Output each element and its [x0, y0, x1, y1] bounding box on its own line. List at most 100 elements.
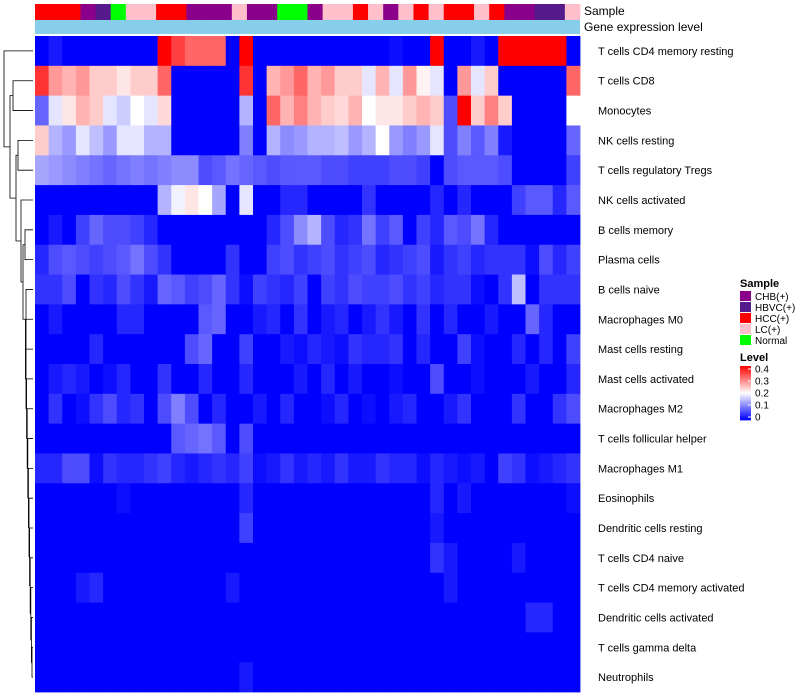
heatmap-cell [484, 155, 499, 186]
heatmap-cell [416, 65, 431, 97]
heatmap-cell [471, 214, 486, 246]
legend-gradient-step [740, 406, 751, 409]
heatmap-cell [293, 274, 308, 305]
heatmap-cell [116, 214, 131, 246]
sample-annotation-cell [337, 4, 354, 20]
heatmap-cell [375, 423, 390, 454]
heatmap-cell [484, 214, 499, 246]
heatmap-cell [348, 513, 363, 544]
heatmap-cell [566, 185, 581, 216]
heatmap-cell [348, 185, 363, 216]
heatmap-cell [212, 632, 227, 663]
heatmap-cell [443, 632, 458, 663]
heatmap-cell [511, 513, 526, 544]
heatmap-cell [212, 423, 227, 454]
row-dendrogram [3, 50, 33, 678]
heatmap-cell [75, 155, 90, 186]
heatmap-cell [362, 423, 377, 454]
heatmap-cell [157, 304, 172, 335]
heatmap-cell [144, 65, 159, 97]
heatmap-cell [307, 36, 322, 67]
sample-annotation-cell [262, 4, 278, 20]
heatmap-cell [552, 542, 567, 574]
heatmap-cell [511, 364, 526, 395]
heatmap-cell [266, 364, 281, 395]
heatmap-cell [484, 513, 499, 544]
heatmap-cell [457, 304, 472, 335]
heatmap-cell [239, 364, 254, 395]
heatmap-cell [116, 95, 131, 126]
heatmap-cell [511, 423, 526, 454]
heatmap-cell [457, 65, 472, 97]
heatmap-cell [334, 393, 349, 425]
heatmap-cell [471, 125, 486, 156]
heatmap-cell [130, 95, 145, 126]
heatmap-cell [144, 36, 159, 67]
legend-gradient-step [740, 372, 751, 375]
dendrogram-branch [30, 587, 33, 641]
heatmap-cell [484, 274, 499, 305]
legend-gradient-step [740, 410, 751, 413]
heatmap-cell [116, 453, 131, 484]
heatmap-cell [239, 214, 254, 246]
sample-annotation-cell [307, 4, 324, 20]
heatmap-cell [307, 602, 322, 633]
heatmap-cell [239, 155, 254, 186]
heatmap-cell [552, 632, 567, 663]
heatmap-cell [212, 572, 227, 603]
heatmap-cell [375, 185, 390, 216]
heatmap-cell [103, 602, 118, 633]
sample-annotation-cell [504, 4, 520, 20]
legend-gradient-step [740, 378, 751, 380]
heatmap-cell [280, 125, 295, 156]
heatmap-cell [484, 632, 499, 663]
heatmap-cell [62, 244, 77, 275]
heatmap-cell [484, 244, 499, 275]
heatmap-cell [212, 36, 227, 67]
heatmap-cell [225, 662, 240, 693]
heatmap-cell [212, 334, 227, 365]
heatmap-cell [225, 483, 240, 514]
heatmap-cell [293, 185, 308, 216]
legend-gradient-step [740, 402, 751, 405]
heatmap-cell [511, 244, 526, 275]
heatmap-cell [402, 513, 417, 544]
heatmap-cell [280, 423, 295, 454]
heatmap-cell [375, 155, 390, 186]
heatmap-cell [62, 632, 77, 663]
heatmap-cell [484, 36, 499, 67]
heatmap-cell [471, 423, 486, 454]
heatmap-cell [457, 662, 472, 693]
heatmap-cell [239, 304, 254, 335]
heatmap-cell [35, 95, 50, 126]
heatmap-cell [471, 244, 486, 275]
heatmap-cell [375, 364, 390, 395]
heatmap-cell [225, 572, 240, 603]
heatmap-cell [552, 393, 567, 425]
heatmap-cell [402, 453, 417, 484]
heatmap-cell [498, 393, 513, 425]
heatmap-cell [184, 602, 199, 633]
heatmap-cell [457, 513, 472, 544]
legend-level-label: 0 [755, 413, 761, 424]
legend-gradient-step [740, 376, 751, 379]
heatmap-cell [321, 423, 336, 454]
heatmap-cell [253, 185, 268, 216]
heatmap-cell [471, 65, 486, 97]
heatmap-cell [402, 244, 417, 275]
heatmap-cell [321, 632, 336, 663]
heatmap-cell [293, 662, 308, 693]
heatmap-cell [293, 572, 308, 603]
heatmap-cell [348, 65, 363, 97]
heatmap-cell [266, 393, 281, 425]
heatmap-cell [525, 95, 540, 126]
heatmap-cell [35, 214, 50, 246]
heatmap-cell [89, 185, 104, 216]
heatmap-cell [457, 632, 472, 663]
heatmap-cell [62, 274, 77, 305]
legend-gradient-step [740, 397, 751, 399]
row-label: NK cells activated [598, 195, 685, 207]
legend-gradient-step [740, 388, 751, 391]
heatmap-cell [266, 483, 281, 514]
heatmap-cell [539, 572, 554, 603]
